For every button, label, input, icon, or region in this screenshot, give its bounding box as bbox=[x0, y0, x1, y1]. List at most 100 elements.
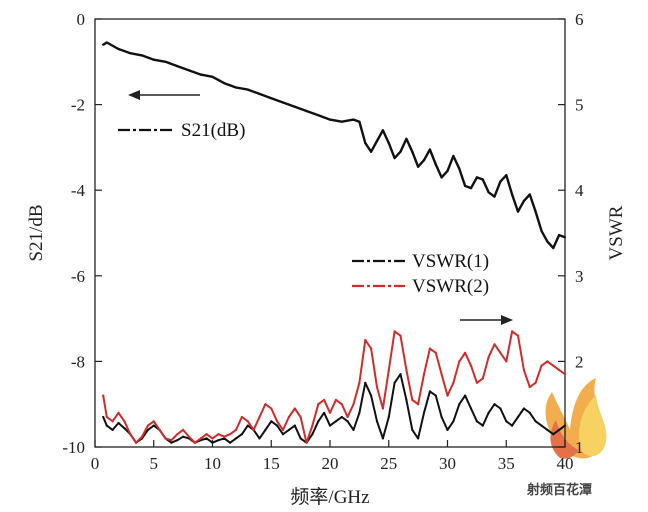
data-point-vswr-2 bbox=[440, 373, 443, 376]
data-point-vswr-2 bbox=[135, 441, 138, 444]
watermark-logo: 射频百花潭 bbox=[526, 378, 607, 498]
data-point-s21-db bbox=[528, 193, 531, 196]
data-point-s21-db bbox=[399, 150, 402, 153]
data-point-vswr-2 bbox=[546, 360, 549, 363]
arrow-right-annotation bbox=[460, 315, 513, 325]
y-left-tick-label: -10 bbox=[62, 438, 85, 457]
watermark-text: 射频百花潭 bbox=[526, 482, 592, 498]
data-point-vswr-1 bbox=[493, 403, 496, 406]
data-point-vswr-1 bbox=[346, 420, 349, 423]
data-point-vswr-1 bbox=[446, 428, 449, 431]
x-tick-label: 5 bbox=[150, 454, 159, 473]
data-point-vswr-1 bbox=[117, 421, 120, 425]
y-right-tick-label: 3 bbox=[575, 267, 584, 286]
y-left-tick-label: -6 bbox=[71, 267, 85, 286]
data-point-vswr-1 bbox=[102, 415, 105, 419]
data-point-s21-db bbox=[505, 174, 508, 177]
data-point-vswr-2 bbox=[346, 415, 349, 419]
data-point-vswr-1 bbox=[229, 441, 232, 444]
data-point-vswr-2 bbox=[534, 381, 537, 384]
data-point-vswr-1 bbox=[563, 424, 567, 427]
data-point-s21-db bbox=[434, 163, 437, 166]
data-point-vswr-2 bbox=[211, 437, 214, 440]
data-point-vswr-2 bbox=[152, 420, 155, 423]
data-point-vswr-2 bbox=[311, 424, 314, 427]
data-point-s21-db bbox=[405, 137, 408, 140]
legend-vswr2-label: VSWR(2) bbox=[412, 276, 489, 297]
data-point-vswr-2 bbox=[281, 428, 285, 431]
data-point-vswr-2 bbox=[305, 441, 308, 444]
data-point-vswr-2 bbox=[499, 351, 502, 354]
data-point-s21-db bbox=[540, 229, 543, 232]
data-point-s21-db bbox=[487, 191, 490, 194]
series-line-vswr-2 bbox=[102, 330, 566, 444]
data-point-vswr-1 bbox=[534, 420, 537, 423]
data-point-vswr-1 bbox=[452, 420, 455, 423]
data-point-vswr-2 bbox=[446, 394, 449, 397]
data-point-s21-db bbox=[499, 180, 502, 183]
data-point-vswr-2 bbox=[452, 381, 455, 384]
data-point-vswr-1 bbox=[417, 437, 420, 440]
data-point-vswr-2 bbox=[323, 398, 326, 401]
data-point-s21-db bbox=[199, 73, 202, 76]
plot-frame bbox=[94, 18, 566, 448]
watermark-flame-red bbox=[550, 420, 578, 459]
data-point-vswr-2 bbox=[411, 398, 414, 401]
data-point-vswr-2 bbox=[158, 428, 161, 431]
data-point-s21-db bbox=[381, 129, 384, 132]
data-point-vswr-2 bbox=[164, 437, 167, 440]
series-line-s21-db bbox=[102, 41, 566, 250]
data-point-vswr-2 bbox=[493, 343, 496, 346]
data-point-vswr-2 bbox=[540, 364, 543, 367]
data-point-s21-db bbox=[446, 169, 449, 172]
data-point-vswr-1 bbox=[123, 427, 126, 430]
y-left-axis-ticks: 0 -2 -4 -6 -8 -10 bbox=[62, 10, 102, 457]
legend-vswr2: VSWR(2) bbox=[352, 276, 489, 297]
data-point-vswr-2 bbox=[458, 360, 461, 363]
data-point-vswr-2 bbox=[287, 415, 290, 419]
legend-s21: S21(dB) bbox=[118, 120, 245, 141]
x-tick-label: 25 bbox=[380, 454, 397, 473]
x-tick-label: 35 bbox=[498, 454, 515, 473]
data-point-s21-db bbox=[375, 139, 379, 143]
data-point-vswr-2 bbox=[299, 415, 302, 419]
data-point-vswr-1 bbox=[546, 428, 549, 431]
data-point-vswr-2 bbox=[469, 364, 473, 367]
x-tick-label: 0 bbox=[91, 454, 100, 473]
data-point-vswr-1 bbox=[205, 437, 208, 440]
data-point-vswr-2 bbox=[428, 347, 431, 350]
data-point-s21-db bbox=[223, 82, 226, 85]
legend-vswr1-label: VSWR(1) bbox=[412, 251, 489, 272]
data-point-s21-db bbox=[152, 58, 155, 61]
data-point-s21-db bbox=[428, 148, 431, 151]
data-point-vswr-1 bbox=[176, 439, 179, 442]
data-point-vswr-2 bbox=[434, 351, 437, 354]
y-left-tick-label: -8 bbox=[71, 352, 85, 371]
data-point-vswr-2 bbox=[381, 407, 384, 410]
data-point-vswr-1 bbox=[170, 441, 173, 444]
data-point-vswr-2 bbox=[334, 398, 337, 401]
data-point-vswr-2 bbox=[387, 368, 390, 372]
y-left-axis-label: S21/dB bbox=[26, 204, 47, 261]
data-point-vswr-1 bbox=[528, 411, 531, 414]
data-point-vswr-2 bbox=[481, 377, 484, 380]
data-point-vswr-2 bbox=[240, 415, 243, 419]
x-axis-ticks: 0 5 10 15 20 25 30 35 40 bbox=[91, 440, 574, 473]
x-axis-label: 频率/GHz bbox=[290, 486, 369, 508]
data-point-vswr-2 bbox=[375, 386, 379, 389]
data-point-vswr-2 bbox=[510, 330, 514, 333]
data-point-vswr-2 bbox=[364, 338, 367, 342]
data-point-vswr-2 bbox=[475, 381, 478, 384]
data-point-vswr-2 bbox=[140, 435, 144, 438]
data-point-vswr-2 bbox=[370, 347, 373, 350]
x-tick-label: 10 bbox=[204, 454, 221, 473]
y-right-axis-ticks: 6 5 4 3 2 1 bbox=[558, 10, 584, 457]
data-point-s21-db bbox=[364, 142, 367, 145]
y-right-tick-label: 2 bbox=[575, 352, 584, 371]
data-point-vswr-1 bbox=[281, 433, 285, 436]
data-point-vswr-1 bbox=[264, 428, 267, 431]
data-point-s21-db bbox=[117, 47, 120, 51]
data-point-vswr-1 bbox=[434, 394, 437, 397]
data-point-vswr-2 bbox=[182, 428, 185, 431]
